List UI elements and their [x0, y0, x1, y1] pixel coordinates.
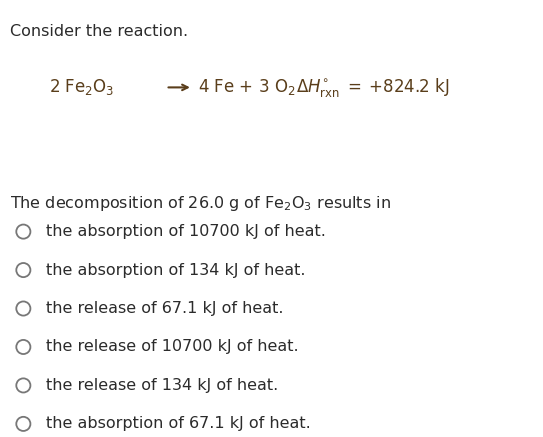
Text: the release of 10700 kJ of heat.: the release of 10700 kJ of heat.: [46, 340, 299, 354]
Text: the absorption of 134 kJ of heat.: the absorption of 134 kJ of heat.: [46, 263, 306, 277]
Text: the release of 134 kJ of heat.: the release of 134 kJ of heat.: [46, 378, 279, 393]
Text: the release of 67.1 kJ of heat.: the release of 67.1 kJ of heat.: [46, 301, 283, 316]
Text: $\Delta H^{\circ}_{\mathregular{rxn}}$$\;=\;$+824.2 kJ: $\Delta H^{\circ}_{\mathregular{rxn}}$$\…: [296, 76, 450, 99]
Text: Consider the reaction.: Consider the reaction.: [10, 24, 188, 39]
Text: 4 Fe + 3 O$_2$: 4 Fe + 3 O$_2$: [198, 77, 296, 97]
Text: The decomposition of 26.0 g of Fe$_2$O$_3$ results in: The decomposition of 26.0 g of Fe$_2$O$_…: [10, 194, 391, 213]
Text: the absorption of 10700 kJ of heat.: the absorption of 10700 kJ of heat.: [46, 224, 326, 239]
Text: the absorption of 67.1 kJ of heat.: the absorption of 67.1 kJ of heat.: [46, 416, 311, 431]
Text: 2 Fe$_2$O$_3$: 2 Fe$_2$O$_3$: [49, 77, 115, 97]
